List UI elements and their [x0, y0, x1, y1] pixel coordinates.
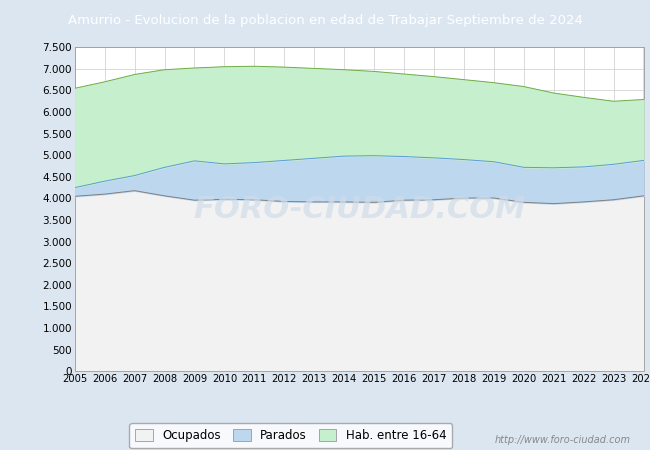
Text: Amurrio - Evolucion de la poblacion en edad de Trabajar Septiembre de 2024: Amurrio - Evolucion de la poblacion en e…	[68, 14, 582, 27]
Text: FORO-CIUDAD.COM: FORO-CIUDAD.COM	[193, 195, 525, 224]
Text: http://www.foro-ciudad.com: http://www.foro-ciudad.com	[495, 435, 630, 445]
Legend: Ocupados, Parados, Hab. entre 16-64: Ocupados, Parados, Hab. entre 16-64	[129, 423, 452, 448]
